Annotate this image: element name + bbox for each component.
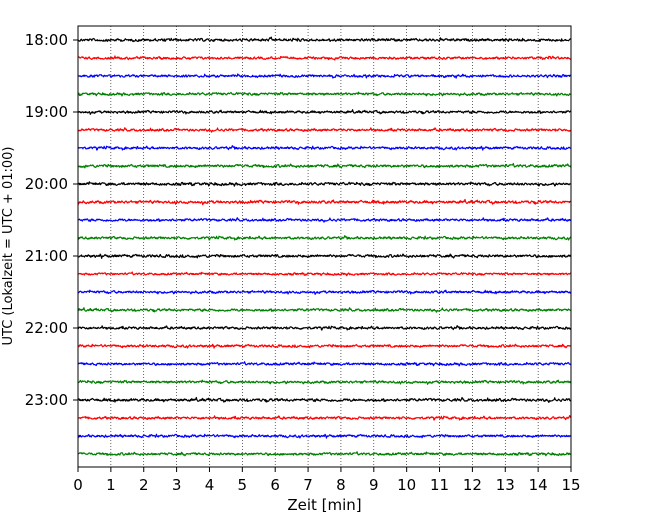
x-tick-label: 2	[139, 476, 149, 494]
trace-2130	[77, 289, 572, 295]
y-tick-label: 22:00	[25, 319, 68, 337]
trace-1930	[77, 145, 572, 151]
y-tick-label: 20:00	[25, 175, 68, 193]
x-tick-label: 12	[463, 476, 482, 494]
trace-1915	[77, 127, 572, 133]
trace-2230	[77, 361, 572, 367]
trace-2145	[77, 307, 572, 313]
x-tick-label: 4	[205, 476, 215, 494]
y-axis-label: UTC (Lokalzeit = UTC + 01:00)	[1, 147, 16, 346]
x-tick-label: 0	[73, 476, 83, 494]
trace-1845	[77, 91, 572, 97]
trace-1945	[77, 162, 572, 169]
traces	[77, 36, 572, 457]
trace-2000	[77, 181, 572, 187]
trace-2215	[77, 343, 572, 349]
trace-1830	[77, 73, 572, 79]
trace-1815	[77, 55, 572, 61]
trace-1800	[77, 36, 572, 43]
y-axis: 18:00 19:00 20:00 21:00 22:00 23:00	[25, 31, 78, 409]
x-tick-label: 7	[303, 476, 313, 494]
trace-2330	[77, 433, 572, 439]
x-tick-label: 9	[369, 476, 379, 494]
trace-2300	[77, 396, 572, 403]
trace-2015	[77, 198, 572, 206]
x-tick-label: 8	[336, 476, 346, 494]
trace-1900	[77, 109, 572, 115]
y-tick-label: 18:00	[25, 31, 68, 49]
trace-2245	[77, 379, 572, 385]
x-tick-label: 6	[270, 476, 280, 494]
x-tick-label: 1	[106, 476, 116, 494]
trace-2200	[77, 325, 572, 331]
trace-2345	[77, 451, 572, 457]
trace-2030	[77, 217, 572, 223]
trace-2315	[77, 415, 572, 421]
x-tick-label: 10	[397, 476, 416, 494]
plot-frame	[77, 25, 572, 468]
trace-2045	[77, 235, 572, 241]
x-tick-label: 11	[430, 476, 449, 494]
x-tick-label: 15	[561, 476, 580, 494]
trace-2115	[77, 271, 572, 277]
x-tick-label: 13	[496, 476, 515, 494]
trace-2100	[77, 253, 572, 259]
x-tick-label: 3	[172, 476, 182, 494]
x-tick-label: 14	[529, 476, 548, 494]
x-axis: 0 1 2 3 4 5 6 7 8 9 10 11 12 13 14 15	[73, 467, 581, 494]
y-tick-label: 19:00	[25, 103, 68, 121]
y-tick-label: 23:00	[25, 391, 68, 409]
y-tick-label: 21:00	[25, 247, 68, 265]
x-tick-label: 5	[238, 476, 248, 494]
x-axis-label: Zeit [min]	[287, 496, 361, 514]
